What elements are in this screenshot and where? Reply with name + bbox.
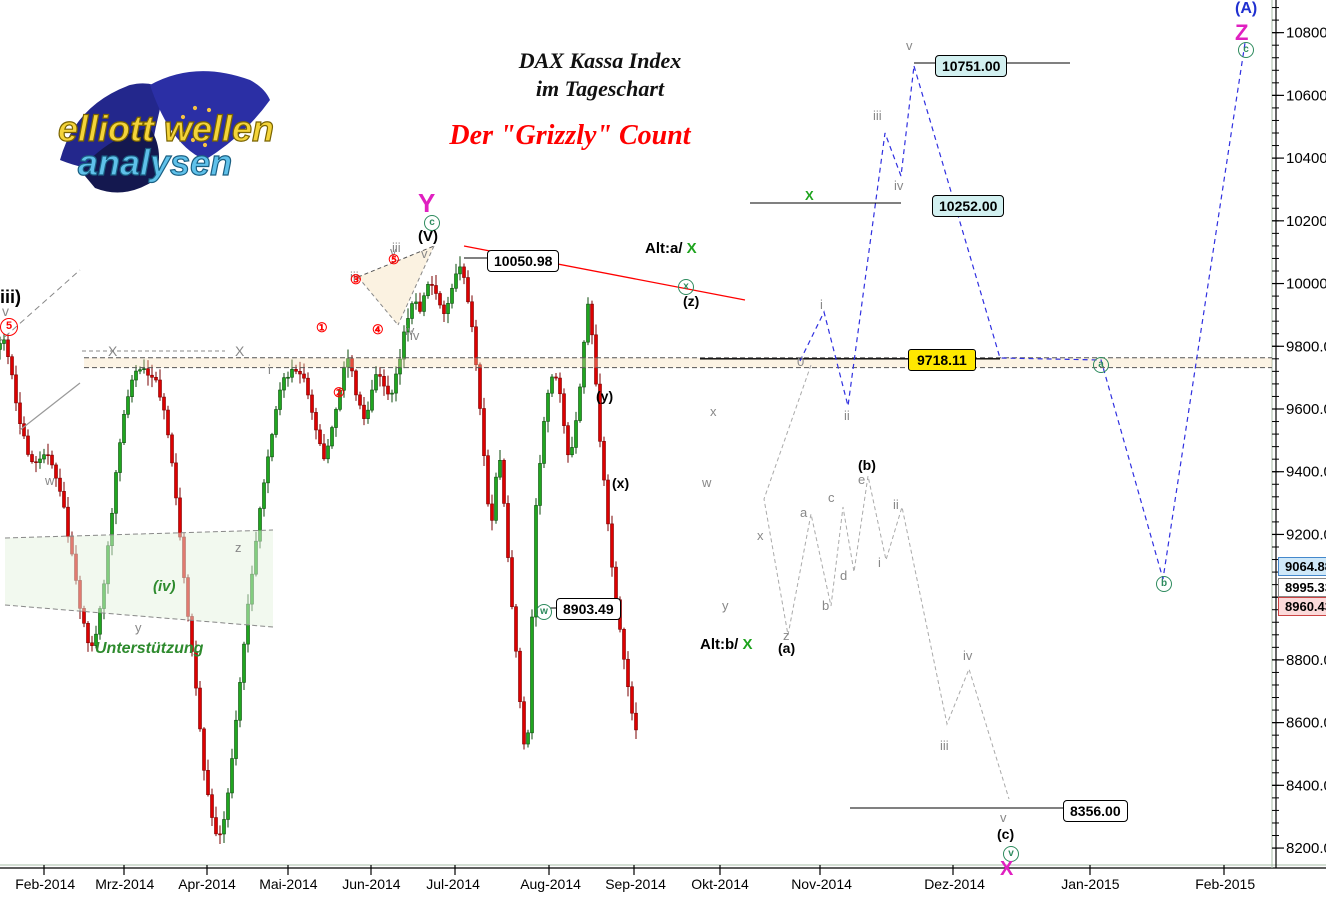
svg-text:9600.00: 9600.00 bbox=[1286, 401, 1326, 418]
svg-text:Dez-2014: Dez-2014 bbox=[924, 876, 985, 892]
svg-text:Sep-2014: Sep-2014 bbox=[605, 876, 666, 892]
svg-text:9400.00: 9400.00 bbox=[1286, 464, 1326, 481]
svg-text:Jun-2014: Jun-2014 bbox=[342, 876, 401, 892]
svg-text:8800.00: 8800.00 bbox=[1286, 652, 1326, 669]
svg-text:Feb-2015: Feb-2015 bbox=[1195, 876, 1255, 892]
svg-text:Jul-2014: Jul-2014 bbox=[426, 876, 480, 892]
svg-text:8400.00: 8400.00 bbox=[1286, 777, 1326, 794]
svg-text:Jan-2015: Jan-2015 bbox=[1061, 876, 1120, 892]
svg-text:Feb-2014: Feb-2014 bbox=[15, 876, 75, 892]
svg-text:Mai-2014: Mai-2014 bbox=[259, 876, 318, 892]
svg-text:9200.00: 9200.00 bbox=[1286, 526, 1326, 543]
svg-text:Apr-2014: Apr-2014 bbox=[178, 876, 236, 892]
svg-text:10400.00: 10400.00 bbox=[1286, 150, 1326, 167]
svg-text:10600.00: 10600.00 bbox=[1286, 87, 1326, 104]
svg-text:8200.00: 8200.00 bbox=[1286, 840, 1326, 857]
svg-text:Okt-2014: Okt-2014 bbox=[691, 876, 749, 892]
svg-text:10000.00: 10000.00 bbox=[1286, 276, 1326, 293]
svg-text:9800.00: 9800.00 bbox=[1286, 338, 1326, 355]
svg-text:Mrz-2014: Mrz-2014 bbox=[95, 876, 154, 892]
svg-text:8600.00: 8600.00 bbox=[1286, 715, 1326, 732]
svg-text:10200.00: 10200.00 bbox=[1286, 213, 1326, 230]
svg-text:Aug-2014: Aug-2014 bbox=[520, 876, 581, 892]
svg-text:Nov-2014: Nov-2014 bbox=[791, 876, 852, 892]
svg-text:10800.00: 10800.00 bbox=[1286, 25, 1326, 42]
